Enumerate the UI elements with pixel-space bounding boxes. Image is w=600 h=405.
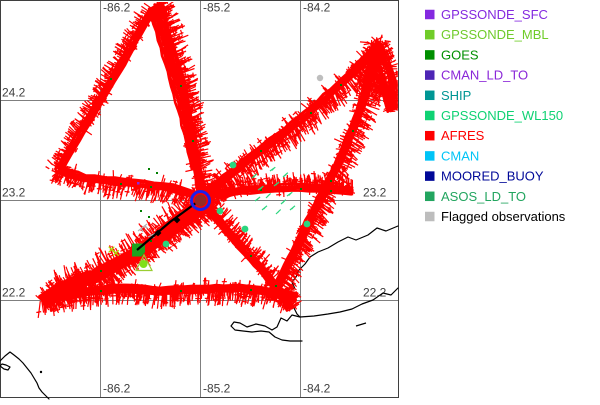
svg-text:AFRES: AFRES: [441, 128, 485, 143]
svg-text:GPSSONDE_WL150: GPSSONDE_WL150: [441, 108, 563, 123]
svg-text:23.2: 23.2: [2, 186, 26, 200]
svg-text:SHIP: SHIP: [441, 88, 471, 103]
svg-text:Flagged observations: Flagged observations: [441, 209, 566, 224]
svg-text:-85.2: -85.2: [203, 382, 231, 396]
svg-text:23.2: 23.2: [363, 186, 387, 200]
svg-text:GPSSONDE_MBL: GPSSONDE_MBL: [441, 27, 549, 42]
svg-text:24.2: 24.2: [2, 86, 26, 100]
svg-text:-85.2: -85.2: [203, 1, 231, 15]
svg-text:22.2: 22.2: [2, 286, 26, 300]
svg-text:22.2: 22.2: [363, 286, 387, 300]
svg-text:GPSSONDE_SFC: GPSSONDE_SFC: [441, 7, 548, 22]
svg-text:MOORED_BUOY: MOORED_BUOY: [441, 169, 544, 184]
svg-text:-86.2: -86.2: [103, 1, 131, 15]
svg-text:GOES: GOES: [441, 47, 479, 62]
svg-text:CMAN: CMAN: [441, 148, 479, 163]
svg-text:-86.2: -86.2: [103, 382, 131, 396]
svg-text:-84.2: -84.2: [303, 382, 331, 396]
svg-text:CMAN_LD_TO: CMAN_LD_TO: [441, 68, 528, 83]
svg-text:ASOS_LD_TO: ASOS_LD_TO: [441, 189, 526, 204]
svg-text:-84.2: -84.2: [303, 1, 331, 15]
